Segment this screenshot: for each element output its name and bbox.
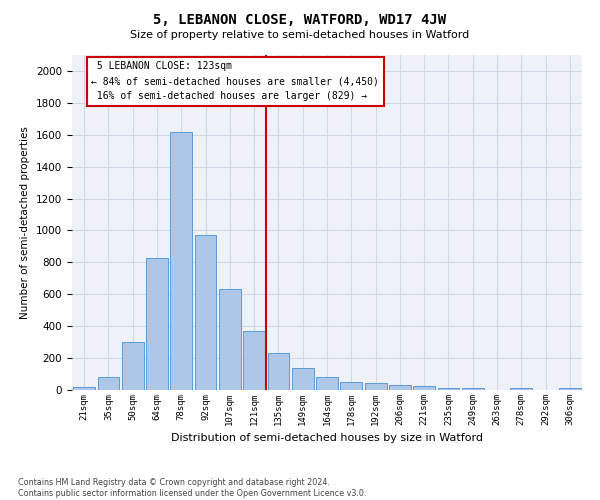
Bar [365,383,386,390]
Bar [413,386,435,390]
Bar [73,387,95,390]
Bar [243,331,265,390]
Bar [462,388,484,390]
Bar [170,132,192,390]
Bar [146,258,168,390]
Bar [559,388,581,390]
Text: 5, LEBANON CLOSE, WATFORD, WD17 4JW: 5, LEBANON CLOSE, WATFORD, WD17 4JW [154,12,446,26]
Bar [97,377,119,390]
Bar [437,388,460,390]
Text: 5 LEBANON CLOSE: 123sqm
← 84% of semi-detached houses are smaller (4,450)
 16% o: 5 LEBANON CLOSE: 123sqm ← 84% of semi-de… [91,62,379,101]
Bar [316,377,338,390]
Bar [122,342,143,390]
Bar [292,368,314,390]
Text: Size of property relative to semi-detached houses in Watford: Size of property relative to semi-detach… [130,30,470,40]
Bar [340,382,362,390]
X-axis label: Distribution of semi-detached houses by size in Watford: Distribution of semi-detached houses by … [171,434,483,444]
Bar [268,354,289,390]
Bar [194,236,217,390]
Bar [389,385,411,390]
Y-axis label: Number of semi-detached properties: Number of semi-detached properties [20,126,31,319]
Bar [511,388,532,390]
Bar [219,288,241,390]
Text: Contains HM Land Registry data © Crown copyright and database right 2024.
Contai: Contains HM Land Registry data © Crown c… [18,478,367,498]
